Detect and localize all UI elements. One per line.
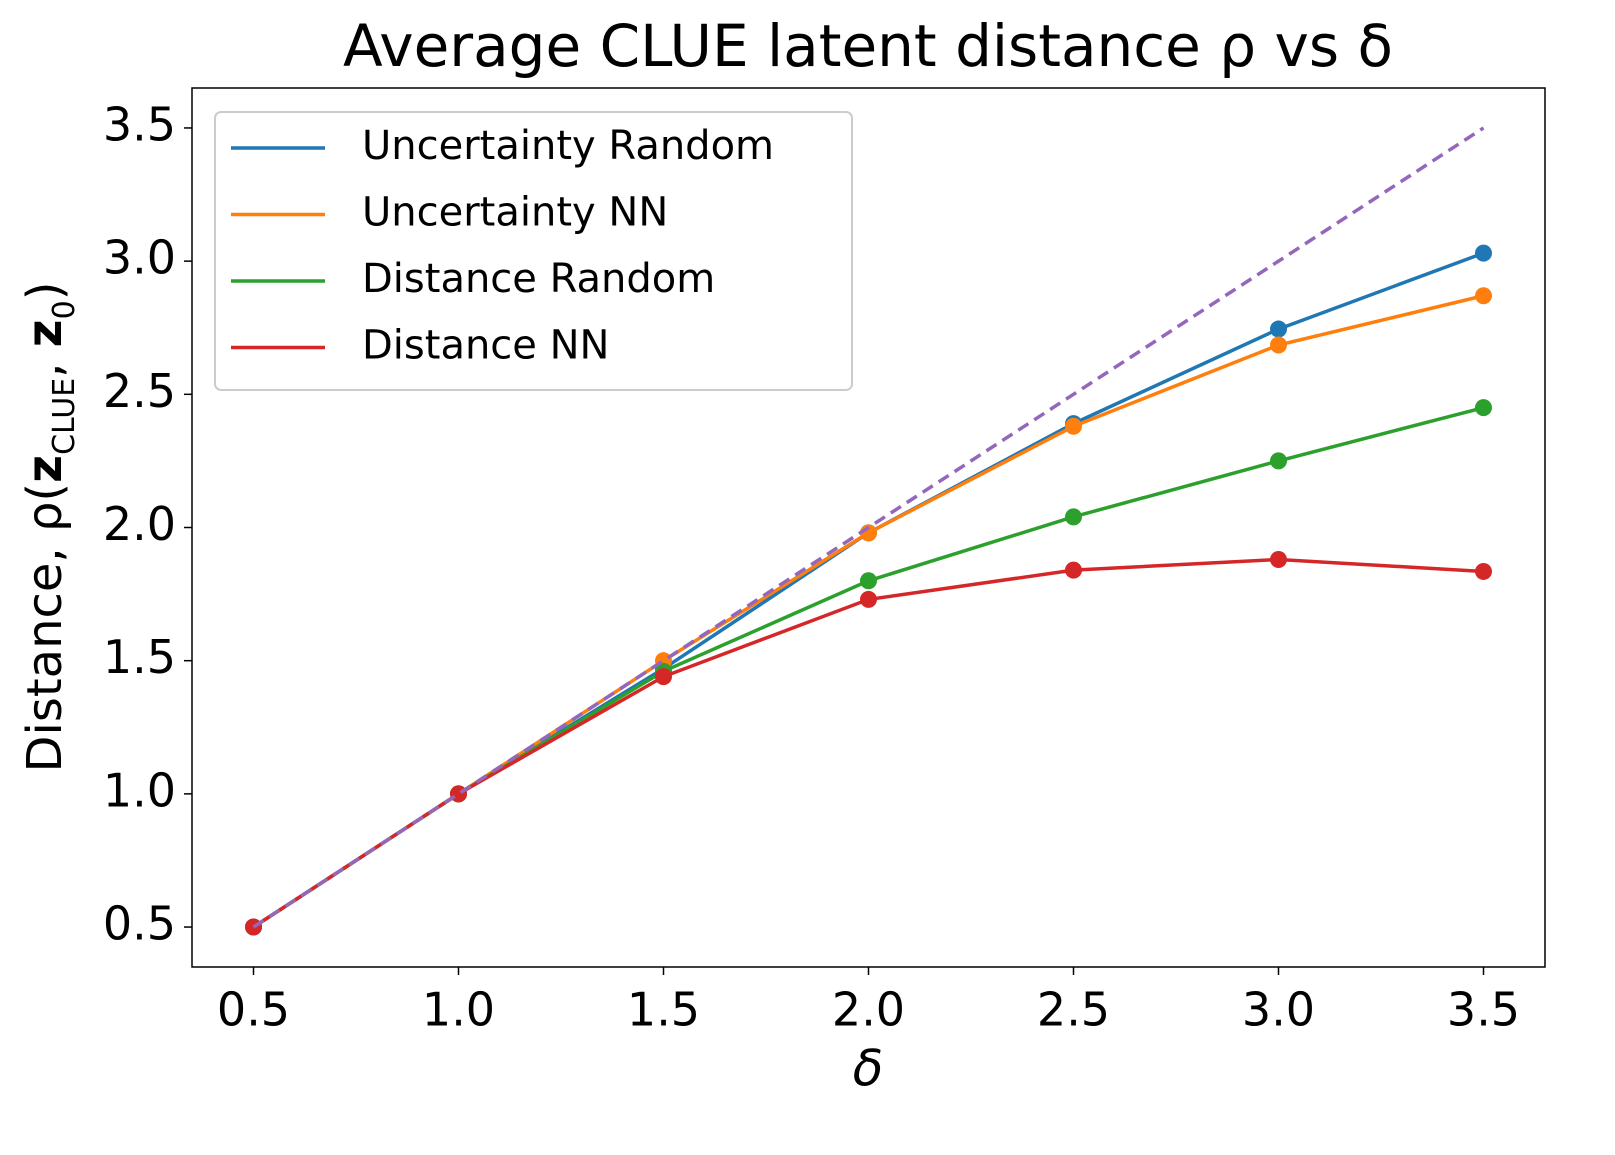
y-tick-label: 2.0 bbox=[103, 497, 176, 551]
data-point bbox=[1270, 320, 1287, 338]
x-tick-label: 2.5 bbox=[1037, 983, 1110, 1037]
y-axis-label-part: 0 bbox=[47, 300, 82, 319]
series-line bbox=[252, 557, 1484, 929]
data-point bbox=[860, 572, 877, 590]
series-line bbox=[252, 405, 1484, 929]
y-axis-label: Distance, ρ(zCLUE, z0) bbox=[17, 282, 82, 773]
data-point bbox=[1270, 452, 1287, 470]
y-tick-label: 1.5 bbox=[103, 630, 176, 684]
legend-label: Distance NN bbox=[362, 323, 609, 369]
x-axis-label: δ bbox=[853, 1040, 884, 1098]
y-axis-label-part: z bbox=[17, 319, 73, 347]
y-axis-label-part: , bbox=[17, 347, 73, 378]
data-point bbox=[1065, 417, 1082, 435]
x-tick-label: 0.5 bbox=[217, 983, 290, 1037]
y-tick-label: 0.5 bbox=[103, 897, 176, 951]
legend-label: Distance Random bbox=[362, 256, 715, 302]
y-axis-label-part: z bbox=[17, 455, 73, 483]
y-axis-label-part: ) bbox=[17, 282, 73, 301]
y-tick-label: 2.5 bbox=[103, 364, 176, 418]
legend-label: Uncertainty Random bbox=[362, 123, 774, 169]
x-tick-label: 2.0 bbox=[832, 983, 905, 1037]
chart-title: Average CLUE latent distance ρ vs δ bbox=[343, 12, 1393, 80]
data-point bbox=[1065, 561, 1082, 579]
data-point bbox=[1475, 244, 1492, 262]
reference-line bbox=[252, 126, 1485, 929]
y-tick-label: 3.5 bbox=[103, 97, 176, 151]
data-point bbox=[1475, 399, 1492, 417]
data-point bbox=[1065, 508, 1082, 526]
y-tick-label: 3.0 bbox=[103, 231, 176, 285]
data-point bbox=[655, 668, 672, 686]
x-tick-label: 3.0 bbox=[1242, 983, 1315, 1037]
y-axis-label-part: CLUE bbox=[47, 378, 82, 455]
x-tick-label: 1.0 bbox=[422, 983, 495, 1037]
y-axis-label-part: Distance, ρ( bbox=[17, 483, 73, 773]
data-point bbox=[860, 590, 877, 608]
data-point bbox=[1270, 336, 1287, 354]
legend-box bbox=[214, 111, 853, 391]
legend-label: Uncertainty NN bbox=[362, 190, 668, 236]
x-tick-label: 1.5 bbox=[627, 983, 700, 1037]
data-point bbox=[1270, 550, 1287, 568]
y-tick-label: 1.0 bbox=[103, 763, 176, 817]
data-point bbox=[1475, 287, 1492, 305]
data-point bbox=[1475, 562, 1492, 580]
x-tick-label: 3.5 bbox=[1447, 983, 1520, 1037]
